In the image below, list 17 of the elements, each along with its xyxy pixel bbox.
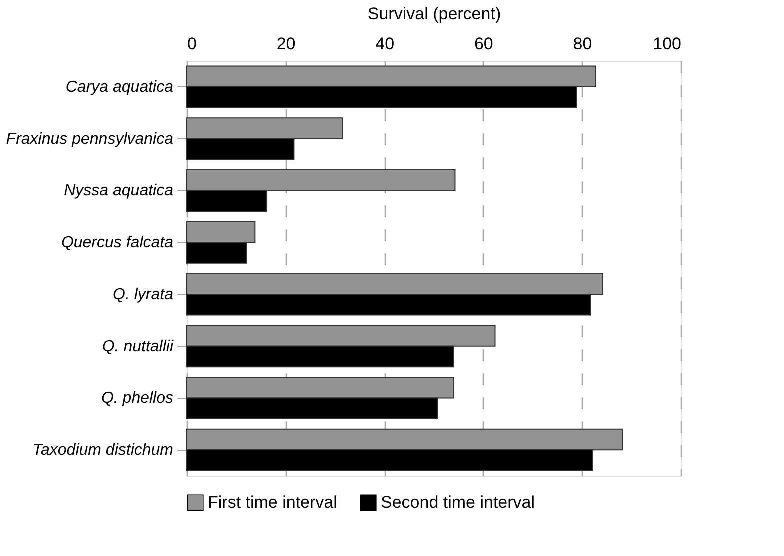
- y-tick-label: Nyssa aquatica: [64, 182, 174, 200]
- y-tick-label: Fraxinus pennsylvanica: [6, 130, 174, 148]
- y-tick-label: Taxodium distichum: [32, 442, 174, 460]
- y-tick-label: Quercus falcata: [61, 234, 174, 252]
- x-tick-label: 0: [188, 34, 197, 54]
- legend-label: Second time interval: [381, 492, 536, 512]
- x-tick-label: 80: [573, 34, 592, 54]
- x-tick-label: 100: [653, 34, 682, 54]
- y-tick-label: Q. nuttallii: [102, 338, 174, 356]
- y-tick-label: Q. lyrata: [113, 286, 174, 304]
- y-tick-label: Q. phellos: [101, 390, 174, 408]
- x-tick-label: 60: [474, 34, 494, 54]
- legend-label: First time interval: [208, 492, 338, 512]
- x-axis-title: Survival (percent): [368, 4, 502, 24]
- x-tick-label: 40: [376, 34, 395, 54]
- y-tick-label: Carya aquatica: [66, 78, 174, 96]
- x-tick-label: 20: [276, 34, 296, 54]
